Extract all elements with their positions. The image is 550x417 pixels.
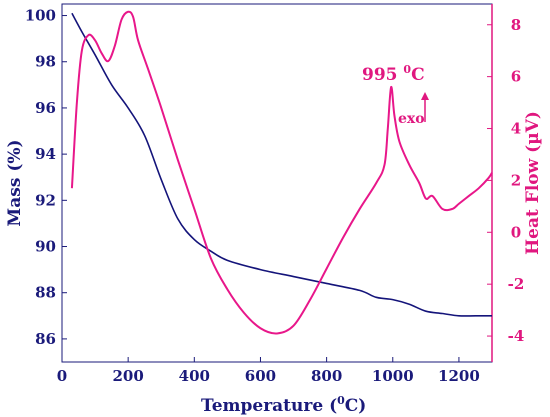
peak-annotation-sup: 0 [403, 63, 411, 76]
plot-frame [61, 3, 493, 363]
right-tick-label: 2 [511, 171, 521, 189]
x-axis-label-tail: C) [345, 396, 367, 416]
x-axis-label: Temperature (0C) [201, 394, 366, 416]
left-tick-label: 86 [35, 330, 56, 348]
left-tick-label: 94 [35, 145, 56, 163]
left-tick-label: 92 [35, 191, 56, 209]
peak-annotation: 995 0C [362, 63, 425, 85]
exo-arrow-icon [421, 92, 429, 122]
right-axis-ticks: -4 -2 0 2 4 6 8 [487, 16, 524, 345]
left-tick-label: 96 [35, 99, 56, 117]
bottom-tick-label: 1000 [372, 367, 414, 385]
x-axis-label-main: Temperature ( [201, 396, 337, 416]
right-tick-label: 8 [511, 16, 521, 34]
exo-annotation: exo [398, 111, 425, 127]
x-axis-label-sup: 0 [337, 394, 345, 407]
left-tick-label: 88 [35, 284, 56, 302]
right-tick-label: 4 [511, 120, 521, 138]
left-axis-ticks: 86 88 90 92 94 96 98 100 [25, 7, 67, 348]
bottom-tick-label: 400 [179, 367, 210, 385]
bottom-tick-label: 1200 [438, 367, 480, 385]
right-tick-label: -4 [508, 327, 525, 345]
left-tick-label: 90 [35, 238, 56, 256]
right-tick-label: -2 [508, 275, 525, 293]
left-tick-label: 100 [25, 7, 56, 25]
mass-curve [71, 12, 492, 317]
peak-annotation-tail: C [411, 65, 425, 85]
right-tick-label: 0 [511, 223, 521, 241]
left-tick-label: 98 [35, 53, 56, 71]
bottom-axis-ticks: 0 200 400 600 800 1000 1200 [57, 357, 480, 385]
heat-flow-curve [70, 10, 493, 335]
bottom-tick-label: 600 [245, 367, 276, 385]
y-axis-label-right: Heat Flow (µV) [523, 111, 543, 255]
bottom-tick-label: 0 [57, 367, 67, 385]
bottom-tick-label: 800 [311, 367, 342, 385]
y-axis-label-left: Mass (%) [5, 139, 25, 226]
bottom-tick-label: 200 [112, 367, 143, 385]
peak-annotation-main: 995 [362, 65, 403, 85]
right-tick-label: 6 [511, 68, 521, 86]
